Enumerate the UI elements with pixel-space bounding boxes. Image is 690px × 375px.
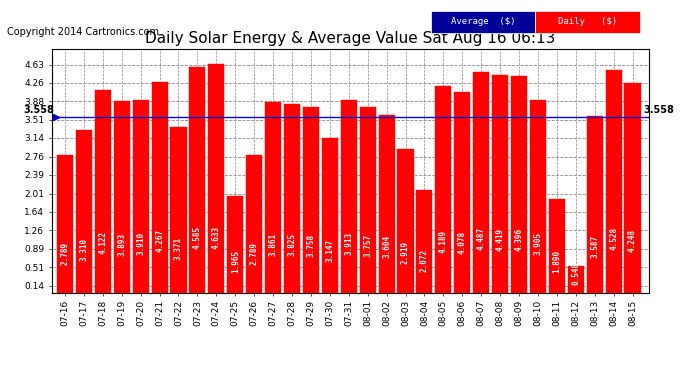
Text: 4.585: 4.585 xyxy=(193,226,202,249)
Bar xyxy=(568,266,584,292)
Bar xyxy=(322,138,338,292)
Text: 3.587: 3.587 xyxy=(590,235,599,258)
Text: 3.913: 3.913 xyxy=(344,232,353,255)
Text: 3.758: 3.758 xyxy=(306,234,315,257)
Bar xyxy=(416,190,433,292)
Text: 3.310: 3.310 xyxy=(79,238,88,261)
FancyBboxPatch shape xyxy=(431,11,535,33)
Bar xyxy=(511,76,527,292)
Bar xyxy=(303,108,319,292)
Bar xyxy=(606,69,622,292)
Text: 2.789: 2.789 xyxy=(250,242,259,266)
Bar xyxy=(284,104,300,292)
Text: 1.965: 1.965 xyxy=(230,249,239,273)
Text: 4.078: 4.078 xyxy=(457,231,466,254)
Text: 3.861: 3.861 xyxy=(268,233,277,256)
Text: 4.487: 4.487 xyxy=(477,227,486,250)
Bar xyxy=(435,86,451,292)
Text: 1.890: 1.890 xyxy=(553,250,562,273)
Text: 3.905: 3.905 xyxy=(533,232,542,255)
Text: 4.189: 4.189 xyxy=(439,230,448,253)
FancyBboxPatch shape xyxy=(535,11,640,33)
Bar xyxy=(95,90,111,292)
Text: 2.919: 2.919 xyxy=(401,241,410,264)
Bar xyxy=(530,100,546,292)
Text: 4.419: 4.419 xyxy=(495,228,504,251)
Text: 4.267: 4.267 xyxy=(155,229,164,252)
Text: Copyright 2014 Cartronics.com: Copyright 2014 Cartronics.com xyxy=(7,27,159,37)
Text: 3.558: 3.558 xyxy=(644,105,675,115)
Text: Average  ($): Average ($) xyxy=(451,18,515,27)
Text: 2.789: 2.789 xyxy=(61,242,70,266)
Bar xyxy=(132,100,149,292)
Text: 3.825: 3.825 xyxy=(288,233,297,256)
Bar xyxy=(114,101,130,292)
Text: 4.122: 4.122 xyxy=(99,230,108,254)
Bar xyxy=(265,102,281,292)
Bar xyxy=(227,196,244,292)
Text: 4.633: 4.633 xyxy=(212,226,221,249)
Bar xyxy=(57,155,73,292)
Text: 4.396: 4.396 xyxy=(515,228,524,251)
Text: 3.757: 3.757 xyxy=(363,234,372,257)
Bar xyxy=(379,115,395,292)
Text: 3.147: 3.147 xyxy=(326,239,335,262)
Bar xyxy=(624,83,640,292)
Bar xyxy=(359,108,376,292)
Text: 2.072: 2.072 xyxy=(420,249,429,272)
Bar xyxy=(189,67,206,292)
Bar xyxy=(76,129,92,292)
Bar xyxy=(208,64,224,292)
Bar xyxy=(152,82,168,292)
Text: 3.910: 3.910 xyxy=(136,232,145,255)
Bar xyxy=(397,149,413,292)
Bar xyxy=(473,72,489,292)
Bar xyxy=(549,200,565,292)
Text: 3.604: 3.604 xyxy=(382,235,391,258)
Bar xyxy=(246,155,262,292)
Title: Daily Solar Energy & Average Value Sat Aug 16 06:13: Daily Solar Energy & Average Value Sat A… xyxy=(145,31,555,46)
Bar xyxy=(341,100,357,292)
Bar xyxy=(586,116,603,292)
Text: Daily   ($): Daily ($) xyxy=(558,18,617,27)
Text: 0.548: 0.548 xyxy=(571,262,580,285)
Text: 3.371: 3.371 xyxy=(174,237,183,260)
Text: 4.248: 4.248 xyxy=(628,229,637,252)
Text: 3.558: 3.558 xyxy=(23,105,55,115)
Text: 4.528: 4.528 xyxy=(609,227,618,250)
Bar xyxy=(454,92,471,292)
Text: 3.893: 3.893 xyxy=(117,232,126,255)
Bar xyxy=(492,75,508,292)
Bar xyxy=(170,126,186,292)
